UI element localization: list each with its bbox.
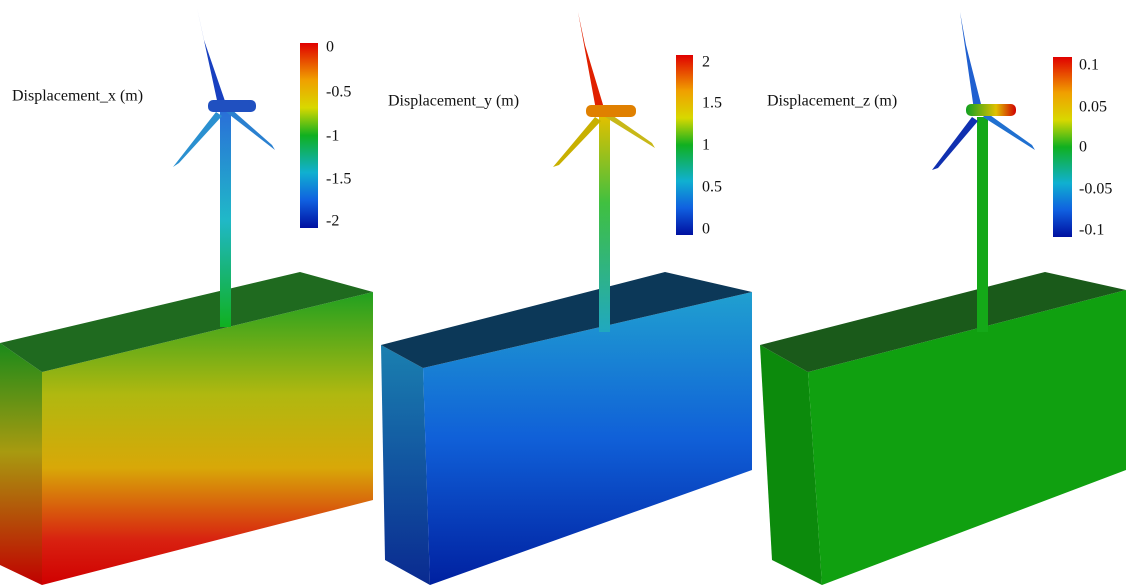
blade: [605, 113, 655, 148]
nacelle: [966, 104, 1016, 116]
panel-title: Displacement_z (m): [767, 93, 897, 110]
colorbar-tick-label: 0: [702, 221, 710, 238]
blade: [960, 12, 982, 110]
blade: [197, 8, 226, 105]
page: {"panels": [ {"title": "Displacement_x (…: [0, 0, 1126, 585]
colorbar: [300, 43, 318, 228]
nacelle: [208, 100, 256, 112]
colorbar-tick-label: 0: [326, 39, 334, 56]
colorbar-tick-label: -1: [326, 128, 339, 145]
colorbar: [1053, 57, 1072, 237]
colorbar-tick-label: 0.1: [1079, 57, 1099, 74]
blade: [226, 108, 275, 150]
block-left-face: [381, 345, 430, 585]
blade: [932, 117, 978, 170]
colorbar-tick-label: -2: [326, 213, 339, 230]
tower: [977, 117, 988, 332]
panel-title: Displacement_y (m): [388, 93, 519, 110]
figure: Displacement_x (m) 0 -0.5 -1 -1.5 -2 Dis…: [0, 0, 1126, 585]
tower: [599, 117, 610, 332]
panel-title: Displacement_x (m): [12, 88, 143, 105]
colorbar-tick-label: 0.5: [702, 179, 722, 196]
colorbar: [676, 55, 693, 235]
colorbar-tick-label: 1.5: [702, 95, 722, 112]
colorbar-tick-label: -0.1: [1079, 222, 1104, 239]
blade: [173, 112, 222, 167]
colorbar-tick-label: -0.5: [326, 84, 351, 101]
nacelle: [586, 105, 636, 117]
blade: [983, 113, 1035, 150]
blade: [553, 117, 601, 167]
panel: Displacement_x (m) 0 -0.5 -1 -1.5 -2: [0, 8, 373, 585]
panel: Displacement_y (m) 2 1.5 1 0.5 0: [381, 12, 752, 585]
colorbar-tick-label: -1.5: [326, 171, 351, 188]
tower: [220, 112, 231, 327]
colorbar-tick-label: 1: [702, 137, 710, 154]
block-left-face: [0, 343, 42, 585]
colorbar-tick-label: 0.05: [1079, 99, 1107, 116]
panel: Displacement_z (m) 0.1 0.05 0 -0.05 -0.1: [760, 12, 1126, 585]
colorbar-tick-label: 2: [702, 54, 710, 71]
blade: [578, 12, 604, 110]
colorbar-tick-label: -0.05: [1079, 181, 1112, 198]
colorbar-tick-label: 0: [1079, 139, 1087, 156]
